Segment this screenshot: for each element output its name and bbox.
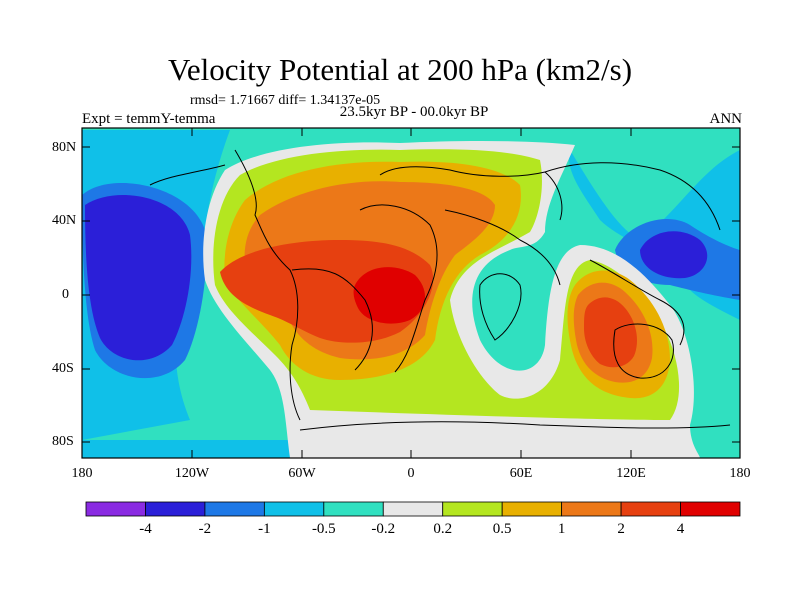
colorbar-label: -0.5 bbox=[311, 521, 336, 537]
colorbar-label: -2 bbox=[198, 521, 212, 537]
positive-level2-maritime bbox=[584, 297, 637, 368]
y-tick-80n: 80N bbox=[52, 140, 77, 155]
coastlines bbox=[149, 149, 731, 431]
x-tick-120w: 120W bbox=[174, 466, 210, 481]
colorbar-swatch bbox=[680, 501, 741, 517]
y-tick-80s: 80S bbox=[52, 434, 74, 449]
negative-level2-west-pacific bbox=[640, 231, 708, 279]
x-tick-120e: 120E bbox=[616, 466, 646, 481]
axis-ticks bbox=[81, 128, 741, 458]
map-title: Velocity Potential at 200 hPa (km2/s) bbox=[167, 52, 633, 87]
colorbar-swatch bbox=[323, 501, 384, 517]
colorbar-label: -4 bbox=[139, 521, 152, 537]
colorbar-label: -0.2 bbox=[371, 521, 396, 537]
x-tick-180w: 180 bbox=[71, 466, 93, 481]
stats-line: rmsd= 1.71667 diff= 1.34137e-05 bbox=[190, 93, 381, 108]
x-tick-60w: 60W bbox=[288, 466, 316, 481]
x-tick-0: 0 bbox=[407, 466, 415, 481]
colorbar-swatch bbox=[145, 501, 206, 517]
positive-max-atlantic bbox=[353, 267, 426, 324]
y-tick-0: 0 bbox=[62, 287, 69, 302]
season-label: ANN bbox=[709, 111, 743, 127]
colorbar-label: 2 bbox=[617, 521, 625, 537]
colorbar-swatch bbox=[501, 501, 563, 517]
colorbar-label: 1 bbox=[557, 521, 566, 537]
colorbar-swatch bbox=[85, 501, 146, 517]
colorbar-swatch bbox=[204, 501, 265, 517]
negative-weak-south bbox=[82, 440, 300, 458]
colorbar-label: 4 bbox=[676, 521, 685, 537]
y-tick-40s: 40S bbox=[52, 361, 74, 376]
period-label: 23.5kyr BP - 00.0kyr BP bbox=[339, 104, 489, 120]
colorbar bbox=[85, 501, 741, 517]
colorbar-label: -1 bbox=[258, 521, 271, 537]
colorbar-swatch bbox=[442, 501, 503, 517]
x-tick-180e: 180 bbox=[729, 466, 751, 481]
colorbar-label: 0.2 bbox=[433, 521, 453, 537]
colorbar-swatch bbox=[561, 501, 622, 517]
contour-field bbox=[82, 128, 740, 458]
negative-level2-pacific bbox=[85, 195, 192, 361]
colorbar-swatch bbox=[620, 501, 681, 517]
x-tick-60e: 60E bbox=[509, 466, 533, 481]
experiment-label: Expt = temmY-temma bbox=[82, 111, 216, 127]
y-tick-40n: 40N bbox=[52, 213, 77, 228]
colorbar-swatch bbox=[382, 501, 444, 517]
colorbar-label: 0.5 bbox=[492, 521, 512, 537]
colorbar-swatch bbox=[263, 501, 325, 517]
